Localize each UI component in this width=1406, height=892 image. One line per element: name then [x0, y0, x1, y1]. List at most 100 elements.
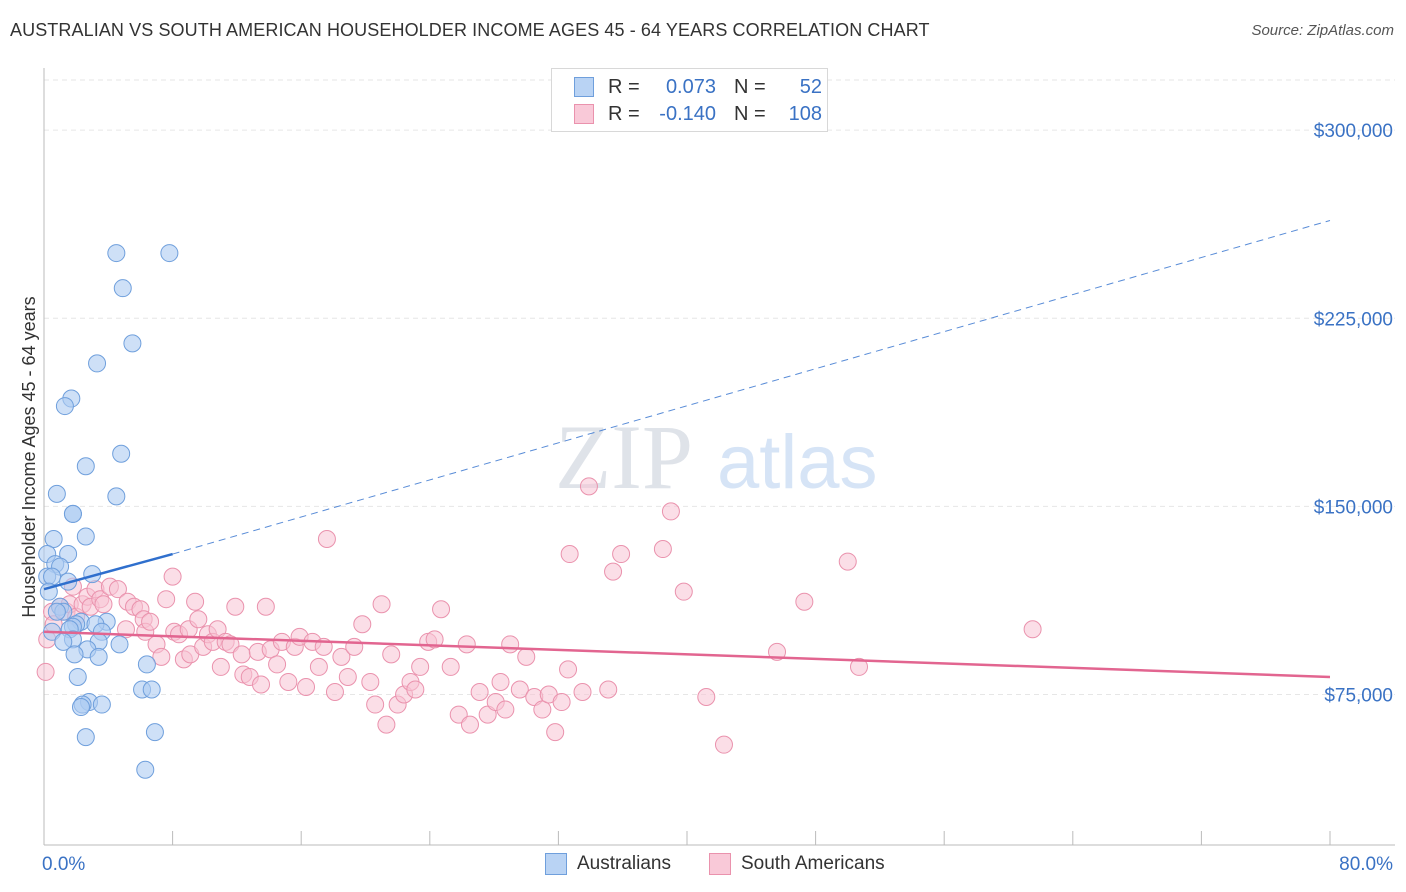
south-americans-point: [221, 635, 240, 654]
south-americans-point: [491, 672, 510, 691]
australians-trend-extension: [172, 219, 1331, 555]
south-americans-point: [189, 610, 208, 629]
australians-point: [65, 645, 84, 664]
australians-point: [55, 397, 74, 416]
south-americans-point: [604, 562, 623, 581]
australians-point: [145, 723, 164, 742]
south-americans-point: [612, 545, 631, 564]
x-tick-label-min: 0.0%: [42, 854, 85, 875]
south-americans-point: [108, 580, 127, 599]
australians-point: [113, 279, 132, 298]
south-americans-point: [573, 683, 592, 701]
n-label: N =: [734, 102, 766, 125]
south-americans-point: [441, 657, 460, 676]
south-americans-point: [232, 645, 251, 664]
south-americans-legend-label: South Americans: [741, 853, 885, 874]
south-americans-point: [510, 680, 529, 699]
south-americans-point: [406, 680, 425, 699]
australians-point: [89, 647, 108, 666]
south-americans-point: [599, 680, 618, 699]
australians-point: [47, 484, 66, 503]
south-americans-point: [325, 683, 344, 701]
australians-point: [107, 487, 126, 506]
south-americans-point: [795, 592, 814, 611]
correlation-legend: R = 0.073 N = 52 R = -0.140 N = 108: [551, 68, 828, 132]
australians-point: [44, 530, 63, 548]
south-americans-swatch: [574, 104, 594, 124]
south-americans-point: [425, 630, 444, 649]
legend-row-australians: R = 0.073 N = 52: [574, 75, 822, 99]
south-americans-point: [850, 657, 869, 676]
south-americans-point: [470, 683, 489, 701]
south-americans-point: [411, 657, 430, 676]
south-americans-point: [186, 592, 205, 611]
y-tick-label: $150,000: [1314, 497, 1393, 518]
n-label: N =: [734, 75, 766, 98]
south-americans-point: [546, 723, 565, 742]
south-americans-point: [36, 662, 55, 681]
south-americans-point: [714, 735, 733, 754]
watermark: ZIP atlas: [555, 406, 878, 508]
south-americans-point: [309, 657, 328, 676]
australians-point: [142, 680, 161, 699]
south-americans-point: [579, 477, 598, 496]
n-value: 108: [788, 102, 822, 125]
south-americans-point: [432, 600, 451, 619]
south-americans-point: [317, 530, 336, 548]
south-americans-point: [533, 700, 552, 719]
south-americans-point: [560, 545, 579, 564]
australians-point: [88, 354, 107, 373]
south-americans-point: [226, 597, 245, 616]
legend-australians[interactable]: Australians: [545, 852, 671, 876]
south-americans-point: [211, 657, 230, 676]
south-americans-point: [496, 700, 515, 719]
south-americans-point: [460, 715, 479, 734]
grid-lines: [44, 79, 1395, 696]
south-americans-trend-line: [43, 630, 1331, 679]
south-americans-point: [361, 672, 380, 691]
y-axis-title: Householder Income Ages 45 - 64 years: [19, 296, 39, 617]
australians-trend-line: [43, 552, 173, 591]
south-americans-point: [152, 647, 171, 666]
south-americans-point: [674, 582, 693, 601]
south-americans-point: [697, 688, 716, 707]
south-americans-point: [297, 677, 316, 696]
south-americans-point: [332, 647, 351, 666]
australians-point: [76, 527, 95, 546]
south-americans-points: [36, 477, 1042, 754]
australians-point: [107, 244, 126, 263]
south-americans-point: [501, 635, 520, 654]
australians-point: [71, 698, 90, 717]
south-americans-point: [279, 672, 298, 691]
australians-point: [136, 760, 155, 779]
south-americans-point: [372, 595, 391, 614]
watermark-atlas: atlas: [717, 420, 878, 505]
south-americans-point: [252, 675, 271, 694]
south-americans-point: [94, 595, 113, 614]
south-americans-point: [256, 597, 275, 616]
y-tick-label: $75,000: [1324, 686, 1393, 707]
south-americans-point: [268, 655, 287, 674]
r-value: 0.073: [665, 75, 716, 98]
legend-south-americans[interactable]: South Americans: [709, 852, 885, 876]
australians-point: [92, 695, 111, 714]
south-americans-point: [345, 637, 364, 656]
y-tick-label: $225,000: [1314, 309, 1393, 330]
south-americans-point: [517, 647, 536, 666]
australians-legend-swatch: [545, 853, 567, 875]
n-value: 52: [799, 75, 822, 98]
south-americans-point: [449, 705, 468, 724]
south-americans-point: [157, 590, 176, 609]
x-tick-label-max: 80.0%: [1339, 854, 1393, 875]
south-americans-point: [377, 715, 396, 734]
trend-lines: [43, 219, 1331, 679]
south-americans-point: [353, 615, 372, 634]
south-americans-point: [1023, 620, 1042, 639]
south-americans-point: [141, 612, 160, 631]
south-americans-point: [457, 635, 476, 654]
australians-point: [47, 602, 66, 621]
south-americans-point: [552, 693, 571, 712]
legend-row-south-americans: R = -0.140 N = 108: [574, 102, 822, 126]
south-americans-point: [559, 660, 578, 679]
